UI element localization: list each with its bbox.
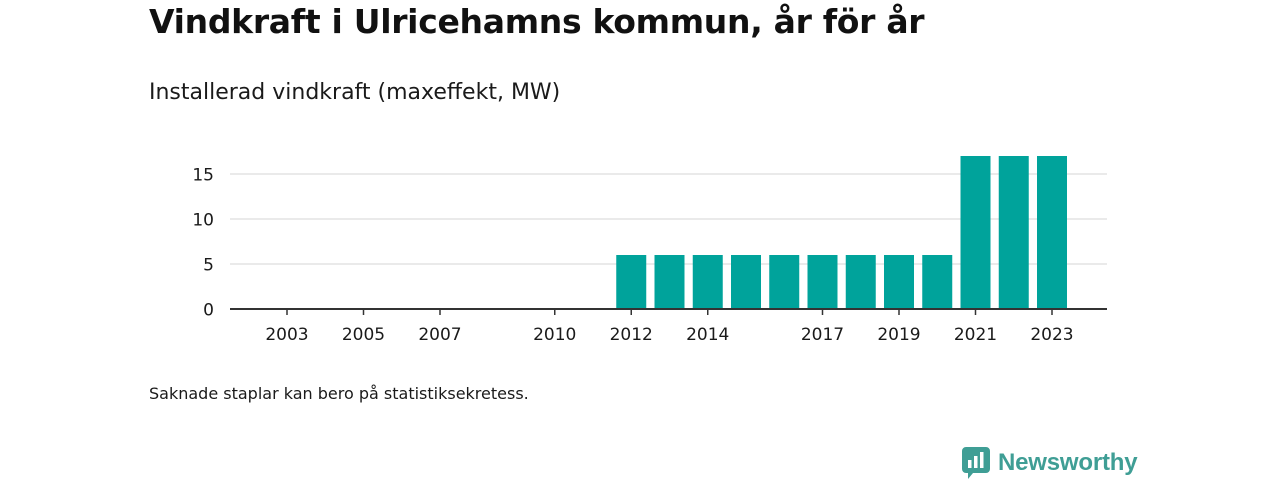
bar bbox=[807, 255, 838, 309]
bar bbox=[960, 156, 991, 309]
bar bbox=[654, 255, 685, 309]
x-tick-label: 2023 bbox=[1030, 325, 1073, 345]
chart-subtitle: Installerad vindkraft (maxeffekt, MW) bbox=[149, 80, 561, 105]
brand-name: Newsworthy bbox=[998, 449, 1138, 476]
bar bbox=[731, 255, 761, 309]
x-tick-label: 2014 bbox=[686, 325, 729, 345]
bar bbox=[884, 255, 914, 309]
footnote: Saknade staplar kan bero på statistiksek… bbox=[149, 384, 529, 403]
bars bbox=[616, 156, 1067, 309]
bar bbox=[1037, 156, 1067, 309]
x-tick-label: 2005 bbox=[342, 325, 385, 345]
x-tick-label: 2010 bbox=[533, 325, 576, 345]
y-tick-label: 0 bbox=[203, 301, 214, 321]
bar-chart: 0 5 10 15 2003 2005 2007 2010 2012 2014 2017 2019 20… bbox=[192, 156, 1107, 345]
x-tick-label: 2012 bbox=[610, 325, 653, 345]
bar bbox=[616, 255, 647, 309]
x-tick-label: 2021 bbox=[954, 325, 997, 345]
brand-logo[interactable]: Newsworthy bbox=[962, 446, 1138, 480]
x-tick-label: 2019 bbox=[877, 325, 920, 345]
bar bbox=[845, 255, 876, 309]
bar bbox=[692, 255, 723, 309]
x-tick-label: 2017 bbox=[801, 325, 844, 345]
axes: 0 5 10 15 2003 2005 2007 2010 2012 2014 2017 2019 20… bbox=[192, 166, 1107, 345]
bar bbox=[998, 156, 1029, 309]
newsworthy-logo-icon bbox=[962, 447, 990, 479]
y-tick-label: 15 bbox=[192, 166, 214, 186]
x-tick-label: 2007 bbox=[418, 325, 461, 345]
y-tick-label: 5 bbox=[203, 256, 214, 276]
bar bbox=[922, 255, 953, 309]
y-tick-label: 10 bbox=[192, 211, 214, 231]
page-title: Vindkraft i Ulricehamns kommun, år för å… bbox=[149, 2, 925, 41]
bar bbox=[769, 255, 800, 309]
x-tick-label: 2003 bbox=[265, 325, 308, 345]
